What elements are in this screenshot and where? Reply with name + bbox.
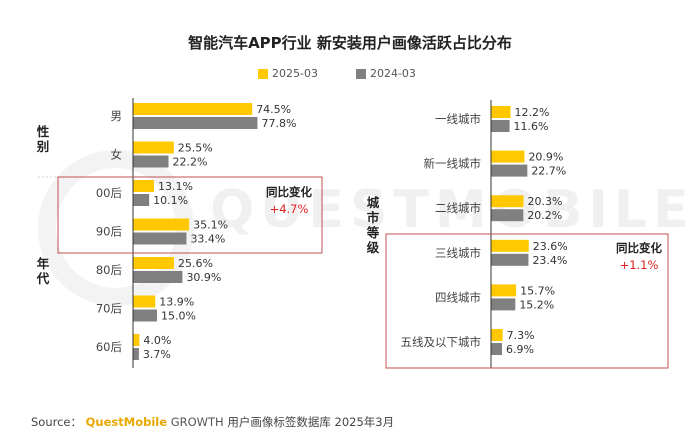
left-age-label-2024-2: 30.9% (186, 271, 221, 284)
right-city-category-3: 三线城市 (435, 246, 481, 260)
legend-swatch-2025 (258, 68, 268, 79)
right-city-bar-2024-0 (491, 120, 510, 132)
left-group-label-gender: 性别 (36, 124, 50, 154)
legend-label-2025: 2025-03 (272, 67, 318, 80)
left-age-label-2025-4: 4.0% (143, 334, 171, 347)
left-gender-label-2025-0: 74.5% (256, 103, 291, 116)
right-city-label-2025-5: 7.3% (507, 329, 535, 342)
left-age-category-0: 00后 (96, 186, 122, 200)
right-city-label-2025-0: 12.2% (515, 106, 550, 119)
right-city-label-2024-4: 15.2% (519, 298, 554, 311)
source-rest: 用户画像标签数据库 2025年3月 (227, 415, 395, 429)
right-city-category-5: 五线及以下城市 (401, 335, 482, 349)
left-highlight-box (57, 176, 323, 254)
left-gender-label-2025-1: 25.5% (178, 142, 213, 155)
left-age-label-2024-3: 15.0% (161, 310, 196, 323)
left-change-value: +4.7% (270, 202, 309, 216)
right-city-bar-2024-3 (491, 253, 529, 266)
left-age-bar-2024-4 (133, 348, 139, 360)
right-city-label-2024-0: 11.6% (514, 120, 549, 133)
legend-label-2024: 2024-03 (369, 67, 416, 80)
right-city-bar-2025-2 (491, 195, 524, 208)
right-city-bar-2024-5 (491, 343, 503, 355)
left-age-label-2024-0: 10.1% (153, 194, 188, 207)
left-age-category-2: 80后 (96, 263, 122, 277)
legend-item-2024: 2024-03 (355, 67, 416, 80)
left-gender-bar-2024-1 (133, 155, 169, 168)
left-age-label-2024-1: 33.4% (190, 233, 225, 246)
right-city-bar-2025-3 (491, 239, 529, 252)
right-group-label-city: 城市等级 (366, 195, 380, 255)
right-city-bar-2025-5 (491, 329, 503, 341)
legend-item-2025: 2025-03 (258, 67, 318, 80)
left-age-bar-2024-1 (133, 232, 187, 245)
left-age-label-2025-3: 13.9% (159, 296, 194, 309)
right-city-bar-2024-1 (491, 164, 528, 177)
legend-swatch-2024 (355, 68, 366, 79)
left-age-bar-2024-2 (133, 271, 183, 283)
right-city-label-2025-1: 20.9% (528, 151, 563, 164)
left-change-label: 同比变化 (266, 185, 312, 199)
left-gender-bar-2024-0 (133, 117, 258, 129)
source-brand: QuestMobile (85, 415, 168, 429)
right-city-bar-2025-0 (491, 106, 511, 118)
right-city-bar-2024-4 (491, 298, 516, 311)
right-city-bar-2025-1 (491, 150, 525, 163)
left-age-bar-2025-0 (133, 180, 154, 192)
right-city-category-0: 一线城市 (435, 112, 481, 126)
left-age-label-2025-2: 25.6% (178, 257, 213, 270)
left-age-label-2025-0: 13.1% (158, 180, 193, 193)
right-city-bar-2025-4 (491, 284, 517, 297)
left-gender-bar-2025-1 (133, 141, 174, 154)
left-gender-bar-2025-0 (133, 103, 253, 115)
right-city-label-2024-5: 6.9% (506, 343, 534, 356)
left-gender-label-2024-0: 77.8% (261, 117, 296, 130)
source-note: Source： QuestMobile GROWTH 用户画像标签数据库 202… (31, 414, 394, 430)
right-highlight-box (385, 233, 669, 369)
right-change-value: +1.1% (620, 258, 659, 272)
right-city-label-2024-2: 20.2% (527, 209, 562, 222)
chart-title: 智能汽车APP行业 新安装用户画像活跃占比分布 (188, 34, 512, 52)
left-group-label-age: 年代 (36, 256, 50, 286)
source-prefix: Source： (31, 415, 82, 429)
source-growth: GROWTH (170, 415, 224, 429)
right-city-bar-2024-2 (491, 209, 524, 222)
left-gender-category-0: 男 (111, 109, 123, 123)
left-age-bar-2025-4 (133, 334, 140, 346)
legend: 2025-03 2024-03 (258, 67, 416, 80)
right-change-label: 同比变化 (616, 241, 662, 255)
left-age-category-1: 90后 (96, 225, 122, 239)
left-age-category-3: 70后 (96, 302, 122, 316)
right-city-label-2024-3: 23.4% (532, 254, 567, 267)
left-age-bar-2025-3 (133, 295, 156, 308)
right-city-label-2025-2: 20.3% (527, 195, 562, 208)
right-city-category-4: 四线城市 (435, 290, 481, 304)
left-age-bar-2025-2 (133, 257, 174, 269)
left-age-bar-2024-0 (133, 194, 150, 206)
left-age-category-4: 60后 (96, 340, 122, 354)
right-city-category-1: 新一线城市 (424, 157, 482, 171)
left-age-label-2025-1: 35.1% (193, 219, 228, 232)
left-age-label-2024-4: 3.7% (143, 348, 171, 361)
left-age-bar-2024-3 (133, 309, 157, 322)
left-gender-category-1: 女 (111, 148, 123, 162)
left-age-bar-2025-1 (133, 218, 190, 231)
watermark: QUESTMOBILE (210, 180, 695, 240)
right-city-label-2025-4: 15.7% (520, 284, 555, 297)
right-city-label-2025-3: 23.6% (533, 240, 568, 253)
right-city-label-2024-1: 22.7% (531, 165, 566, 178)
left-gender-label-2024-1: 22.2% (173, 156, 208, 169)
right-city-category-2: 二线城市 (435, 201, 481, 215)
